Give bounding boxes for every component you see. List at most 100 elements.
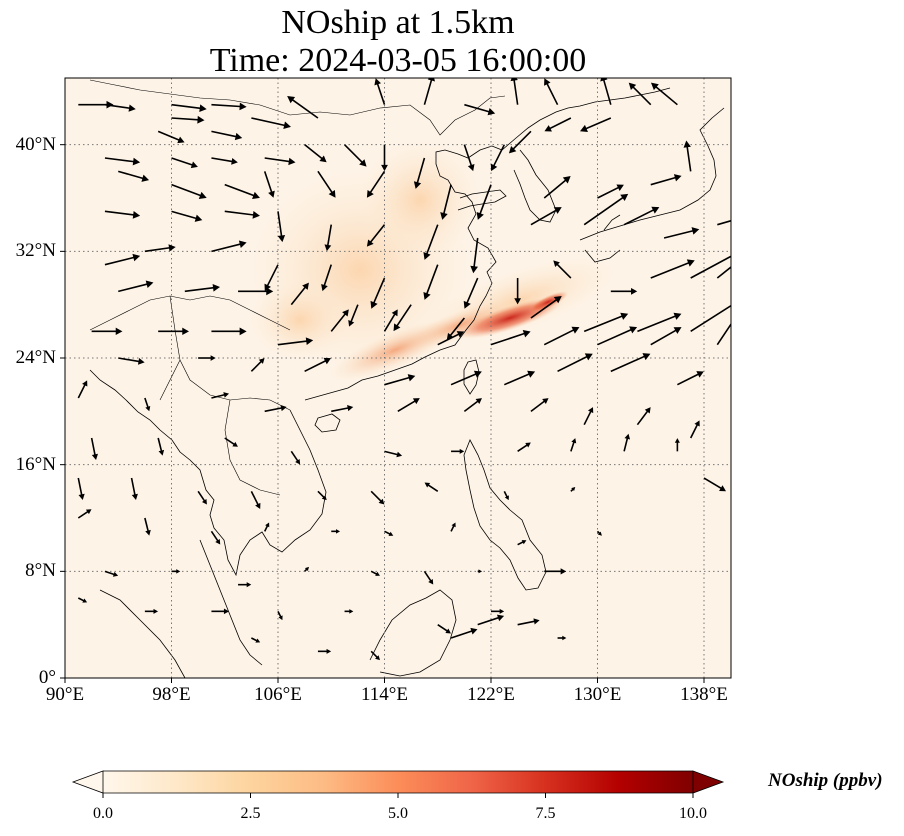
wind-arrow [393,304,412,332]
wind-arrow [580,117,612,132]
wind-arrow [238,582,252,588]
wind-arrow [570,438,577,452]
wind-arrow [553,260,572,279]
wind-arrow [211,130,243,141]
wind-arrow [104,210,141,219]
wind-arrow [650,82,678,106]
wind-arrow [77,509,92,519]
wind-arrow [144,608,159,614]
wind-arrow [104,157,141,166]
wind-arrow [331,529,341,534]
mainland-coast [304,87,671,401]
wind-arrow [198,355,216,361]
wind-arrow [317,648,332,654]
wind-arrow [290,282,309,306]
wind-arrow [370,570,380,576]
wind-arrow [317,490,327,501]
wind-arrow [304,357,332,373]
wind-arrow [397,398,420,413]
wind-arrow [250,490,261,509]
wind-arrow [331,404,354,413]
wind-arrow [477,614,505,626]
wind-arrow [263,171,275,198]
wind-arrow [490,330,531,346]
wind-arrow [690,304,731,333]
map-frame [64,77,732,679]
colorbar-gradient [103,771,693,793]
wind-arrow [157,437,165,456]
lon-tick-label: 114°E [361,684,408,705]
wind-arrow [197,490,207,505]
lat-tick-label: 8°N [25,560,56,582]
wind-arrow [557,635,567,641]
wind-arrow [104,253,141,266]
wind-arrow [597,326,638,346]
lon-tick-label: 138°E [680,684,728,705]
wind-arrow [77,477,85,501]
wind-arrow [384,450,403,458]
colorbar [71,770,725,798]
wind-arrow [211,608,230,615]
wind-arrow [463,144,475,172]
wind-arrow [171,210,203,222]
colorbar-tick-label: 0.0 [93,805,113,822]
wind-arrow [381,144,388,172]
wind-arrow [437,331,465,346]
wind-arrow [118,357,145,365]
wind-arrow [184,283,221,293]
wind-arrow [637,312,682,333]
wind-arrow [477,569,483,574]
lat-tick-label: 24°N [15,347,56,368]
wind-arrow [287,96,319,119]
wind-arrow [650,174,682,186]
wind-arrow [374,78,386,105]
wind-arrow [446,317,465,341]
wind-arrow [437,624,451,634]
wind-arrow [250,358,265,372]
colorbar-tick-label: 7.5 [535,805,556,822]
wind-arrow [264,404,287,413]
wind-arrow [157,130,185,144]
wind-arrow [510,78,519,105]
korea-coast [513,149,557,223]
wind-arrow [423,570,434,585]
borneo-coast [369,589,457,677]
wind-arrow [211,240,247,253]
wind-arrow [324,224,333,252]
wind-arrow [503,370,536,386]
lat-tick-label: 0° [38,667,56,688]
wind-arrow [343,144,367,167]
wind-arrow [238,287,274,296]
colorbar-title: NOship (ppbv) [768,770,883,791]
wind-arrow [118,280,154,293]
chart-subtitle: Time: 2024-03-05 16:00:00 [209,42,587,79]
wind-arrow [210,530,221,545]
wind-arrow [277,211,286,243]
wind-arrow [508,130,532,154]
wind-arrow [384,530,394,536]
wind-arrow [650,327,682,346]
taiwan-coast [463,359,480,395]
wind-arrow [211,392,230,399]
colorbar-tick-label: 2.5 [240,805,261,822]
axis-ticks [60,144,705,683]
wind-arrow [543,176,571,199]
colorbar-tick-label: 5.0 [388,805,408,822]
wind-arrow [628,82,652,106]
wind-arrow [451,448,465,454]
wind-arrow [543,326,580,346]
lon-tick-label: 130°E [573,684,622,705]
wind-arrow [264,157,296,166]
wind-arrow [503,490,509,501]
wind-arrow [689,420,700,439]
wind-arrow [623,433,631,452]
wind-arrow [663,227,700,239]
wind-arrow [211,102,247,111]
wind-arrow [636,407,651,426]
coastlines [89,79,725,678]
wind-arrow [450,370,482,386]
malay-coast [199,539,263,666]
wind-arrow [171,569,181,574]
wind-arrow [158,327,189,336]
